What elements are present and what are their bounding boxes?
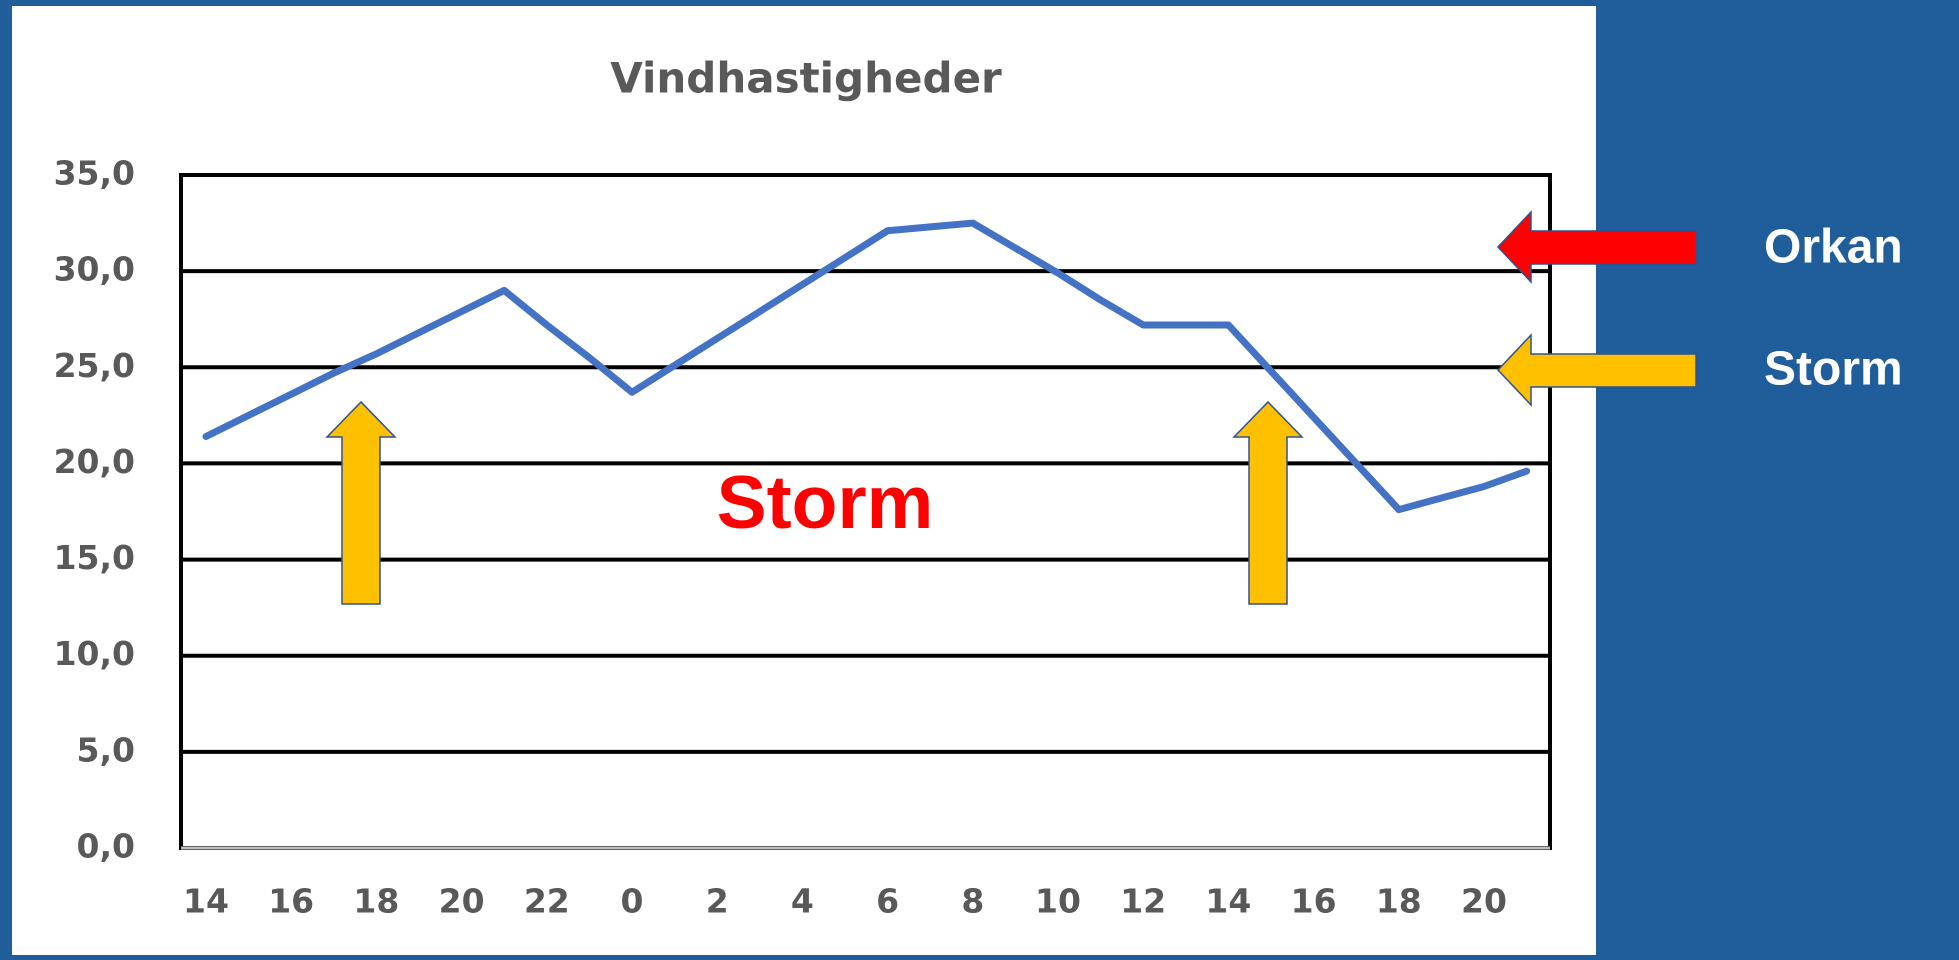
y-tick-label: 25,0 bbox=[54, 346, 135, 385]
y-tick-label: 10,0 bbox=[54, 634, 135, 673]
x-tick-label: 6 bbox=[876, 882, 899, 921]
y-tick-label: 35,0 bbox=[54, 154, 135, 193]
y-tick-label: 0,0 bbox=[77, 827, 135, 866]
x-tick-label: 8 bbox=[961, 882, 984, 921]
x-tick-label: 4 bbox=[791, 882, 814, 921]
x-tick-label: 12 bbox=[1120, 882, 1166, 921]
x-tick-label: 0 bbox=[621, 882, 644, 921]
y-tick-label: 15,0 bbox=[54, 538, 135, 577]
x-tick-label: 16 bbox=[1291, 882, 1337, 921]
x-tick-label: 20 bbox=[1461, 882, 1507, 921]
up-arrow bbox=[1232, 400, 1304, 605]
y-tick-label: 20,0 bbox=[54, 442, 135, 481]
y-tick-label: 5,0 bbox=[77, 730, 135, 769]
line-series bbox=[202, 219, 1531, 514]
left-arrow bbox=[1496, 210, 1697, 284]
orkan-label: Orkan bbox=[1764, 221, 1903, 274]
plot-area: 0,05,010,015,020,025,030,035,014 16 18 20 22… bbox=[54, 154, 1552, 921]
x-tick-label: 18 bbox=[353, 882, 399, 921]
x-tick-label: 18 bbox=[1376, 882, 1422, 921]
x-tick-label: 2 bbox=[706, 882, 729, 921]
y-tick-label: 30,0 bbox=[54, 250, 135, 289]
up-arrow bbox=[325, 400, 397, 605]
x-tick-label: 10 bbox=[1035, 882, 1081, 921]
storm-side-label: Storm bbox=[1764, 343, 1903, 396]
x-tick-label: 22 bbox=[524, 882, 570, 921]
x-tick-label: 14 bbox=[183, 882, 229, 921]
storm-label: Storm bbox=[717, 460, 934, 544]
chart-panel bbox=[12, 6, 1596, 955]
left-arrow bbox=[1496, 333, 1697, 407]
x-tick-label: 16 bbox=[268, 882, 314, 921]
x-tick-label: 14 bbox=[1205, 882, 1251, 921]
x-tick-label: 20 bbox=[439, 882, 485, 921]
chart-title: Vindhastigheder bbox=[610, 54, 1002, 103]
